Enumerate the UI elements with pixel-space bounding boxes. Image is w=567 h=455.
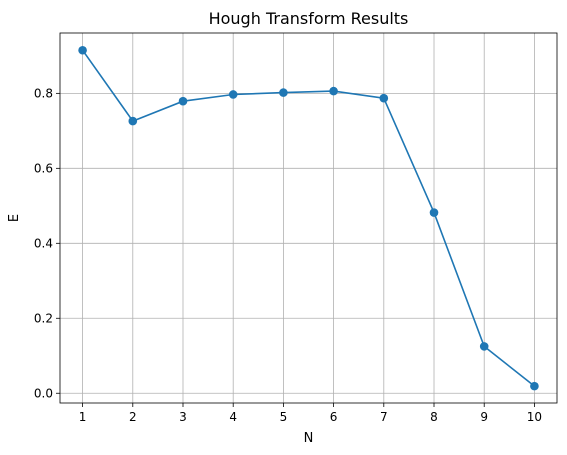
data-point: [379, 93, 389, 103]
data-point: [429, 208, 439, 217]
data-point: [530, 381, 539, 391]
axis-ticks: 1 2 3 4 5 6 7 8 9 10 0.0 0.2 0.4 0.6 0.8: [34, 86, 542, 424]
chart-title: Hough Transform Results: [209, 9, 409, 28]
grid: [60, 33, 557, 403]
series: [78, 45, 539, 391]
x-tick-label: 3: [179, 410, 187, 424]
x-tick-label: 10: [527, 410, 542, 424]
x-tick-label: 6: [330, 410, 338, 424]
x-tick-label: 2: [129, 410, 137, 424]
data-point: [128, 116, 138, 126]
x-tick-label: 4: [229, 410, 237, 424]
data-point: [78, 45, 87, 55]
y-tick-label: 0.4: [34, 236, 53, 250]
y-tick-label: 0.6: [34, 161, 53, 175]
x-tick-label: 8: [430, 410, 438, 424]
data-point: [479, 342, 489, 351]
x-tick-label: 7: [380, 410, 388, 424]
data-point: [329, 86, 338, 96]
x-tick-label: 5: [280, 410, 288, 424]
y-tick-label: 0.2: [34, 311, 53, 325]
series-line: [81, 49, 535, 387]
x-tick-label: 1: [79, 410, 87, 424]
data-point: [279, 88, 288, 97]
y-tick-label: 0.0: [34, 386, 53, 400]
y-tick-label: 0.8: [34, 86, 53, 100]
data-point: [228, 90, 238, 99]
x-axis-label: N: [304, 431, 314, 446]
plot-frame: [59, 32, 558, 404]
x-tick-label: 9: [480, 410, 488, 424]
data-point: [178, 96, 188, 106]
y-axis-label: E: [7, 214, 22, 222]
